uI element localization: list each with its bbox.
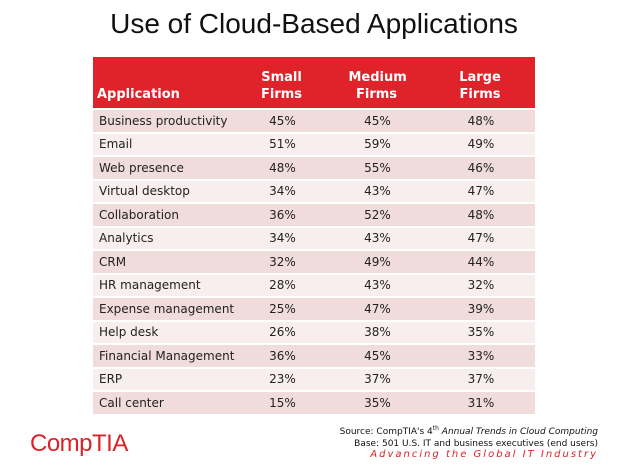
table-row: Financial Management 36% 45% 33% bbox=[93, 343, 535, 368]
column-header: Large Firms bbox=[425, 57, 535, 109]
percent-cell: 33% bbox=[425, 343, 535, 368]
percent-cell: 32% bbox=[425, 272, 535, 297]
percent-cell: 47% bbox=[328, 296, 425, 321]
percent-cell: 35% bbox=[328, 390, 425, 414]
logo: CompTIA bbox=[30, 430, 128, 457]
percent-cell: 43% bbox=[328, 272, 425, 297]
percent-cell: 37% bbox=[328, 366, 425, 391]
table-header: Application Small Firms Medium Firms Large … bbox=[93, 57, 535, 109]
table-row: CRM 32% 49% 44% bbox=[93, 249, 535, 274]
table: Application Small Firms Medium Firms Large … bbox=[93, 57, 535, 414]
application-cell: HR management bbox=[93, 272, 235, 297]
application-cell: Collaboration bbox=[93, 202, 235, 227]
percent-cell: 47% bbox=[425, 225, 535, 250]
percent-cell: 43% bbox=[328, 178, 425, 203]
source-superscript: th bbox=[432, 425, 439, 432]
table-row: Virtual desktop 34% 43% 47% bbox=[93, 178, 535, 203]
table-row: Help desk 26% 38% 35% bbox=[93, 319, 535, 344]
source-publication: Annual Trends in Cloud Computing bbox=[438, 427, 598, 437]
column-header: Small Firms bbox=[235, 57, 328, 109]
tagline: Advancing the Global IT Industry bbox=[370, 449, 598, 460]
percent-cell: 39% bbox=[425, 296, 535, 321]
column-header-text: Medium Firms bbox=[348, 70, 407, 102]
application-cell: Call center bbox=[93, 390, 235, 414]
application-cell: Virtual desktop bbox=[93, 178, 235, 203]
percent-cell: 36% bbox=[235, 343, 328, 368]
application-cell: Expense management bbox=[93, 296, 235, 321]
application-cell: Analytics bbox=[93, 225, 235, 250]
source-prefix: Source: CompTIA's 4 bbox=[339, 427, 433, 437]
percent-cell: 48% bbox=[235, 155, 328, 180]
table-body: Business productivity 45% 45% 48% Email 51% 59… bbox=[93, 108, 535, 414]
percent-cell: 32% bbox=[235, 249, 328, 274]
percent-cell: 15% bbox=[235, 390, 328, 414]
percent-cell: 49% bbox=[328, 249, 425, 274]
percent-cell: 52% bbox=[328, 202, 425, 227]
percent-cell: 37% bbox=[425, 366, 535, 391]
percent-cell: 23% bbox=[235, 366, 328, 391]
table-row: Call center 15% 35% 31% bbox=[93, 390, 535, 414]
source-base: Base: 501 U.S. IT and business executive… bbox=[354, 439, 598, 449]
table-row: ERP 23% 37% 37% bbox=[93, 366, 535, 391]
percent-cell: 44% bbox=[425, 249, 535, 274]
percent-cell: 46% bbox=[425, 155, 535, 180]
percent-cell: 48% bbox=[425, 108, 535, 133]
percent-cell: 48% bbox=[425, 202, 535, 227]
title: Use of Cloud-Based Applications bbox=[110, 8, 518, 39]
source-line: Source: CompTIA's 4th Annual Trends in C… bbox=[340, 423, 598, 438]
application-cell: Business productivity bbox=[93, 108, 235, 133]
column-header: Medium Firms bbox=[328, 57, 425, 109]
percent-cell: 36% bbox=[235, 202, 328, 227]
table-row: HR management 28% 43% 32% bbox=[93, 272, 535, 297]
application-cell: Email bbox=[93, 131, 235, 156]
percent-cell: 28% bbox=[235, 272, 328, 297]
percent-cell: 25% bbox=[235, 296, 328, 321]
column-header: Application bbox=[93, 57, 235, 109]
application-cell: Financial Management bbox=[93, 343, 235, 368]
table-row: Collaboration 36% 52% 48% bbox=[93, 202, 535, 227]
column-header-text: Small Firms bbox=[260, 70, 303, 102]
percent-cell: 49% bbox=[425, 131, 535, 156]
table-row: Web presence 48% 55% 46% bbox=[93, 155, 535, 180]
table-row: Business productivity 45% 45% 48% bbox=[93, 108, 535, 133]
percent-cell: 45% bbox=[328, 343, 425, 368]
header-row: Application Small Firms Medium Firms Large … bbox=[93, 57, 535, 109]
percent-cell: 45% bbox=[235, 108, 328, 133]
percent-cell: 51% bbox=[235, 131, 328, 156]
column-header-text: Large Firms bbox=[459, 70, 501, 102]
source-note: Source: CompTIA's 4th Annual Trends in C… bbox=[340, 423, 598, 450]
application-cell: ERP bbox=[93, 366, 235, 391]
table-row: Analytics 34% 43% 47% bbox=[93, 225, 535, 250]
percent-cell: 55% bbox=[328, 155, 425, 180]
percent-cell: 59% bbox=[328, 131, 425, 156]
percent-cell: 34% bbox=[235, 178, 328, 203]
table-row: Expense management 25% 47% 39% bbox=[93, 296, 535, 321]
table-row: Email 51% 59% 49% bbox=[93, 131, 535, 156]
percent-cell: 43% bbox=[328, 225, 425, 250]
percent-cell: 45% bbox=[328, 108, 425, 133]
application-cell: Help desk bbox=[93, 319, 235, 344]
percent-cell: 34% bbox=[235, 225, 328, 250]
application-cell: CRM bbox=[93, 249, 235, 274]
percent-cell: 38% bbox=[328, 319, 425, 344]
percent-cell: 26% bbox=[235, 319, 328, 344]
application-cell: Web presence bbox=[93, 155, 235, 180]
percent-cell: 35% bbox=[425, 319, 535, 344]
percent-cell: 31% bbox=[425, 390, 535, 414]
percent-cell: 47% bbox=[425, 178, 535, 203]
